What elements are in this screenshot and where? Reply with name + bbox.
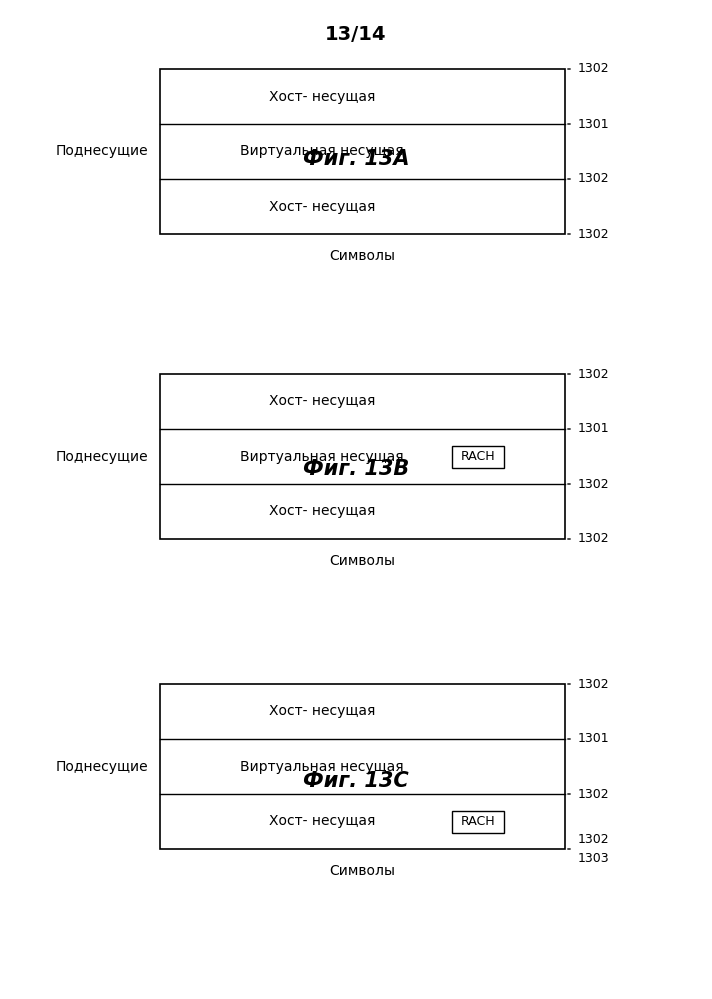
- Text: 1301: 1301: [578, 423, 609, 436]
- Text: Фиг. 13А: Фиг. 13А: [303, 149, 409, 169]
- Text: Символы: Символы: [330, 864, 395, 878]
- Text: 1301: 1301: [578, 732, 609, 745]
- Text: 1302: 1302: [578, 532, 609, 545]
- Text: 1302: 1302: [578, 787, 609, 800]
- Text: Символы: Символы: [330, 554, 395, 568]
- Text: Поднесущие: Поднесущие: [56, 759, 148, 773]
- Text: Поднесущие: Поднесущие: [56, 450, 148, 464]
- Text: Хост- несущая: Хост- несущая: [269, 504, 375, 518]
- Text: 1302: 1302: [578, 478, 609, 491]
- Bar: [451, 446, 503, 468]
- Bar: [451, 810, 503, 832]
- Text: Хост- несущая: Хост- несущая: [269, 200, 375, 214]
- Text: 1302: 1302: [578, 228, 609, 241]
- Text: Хост- несущая: Хост- несущая: [269, 395, 375, 409]
- Text: 13/14: 13/14: [325, 25, 387, 44]
- Text: Хост- несущая: Хост- несущая: [269, 90, 375, 104]
- Text: Хост- несущая: Хост- несущая: [269, 814, 375, 828]
- Text: Виртуальная несущая: Виртуальная несущая: [240, 450, 404, 464]
- Bar: [160, 69, 565, 234]
- Text: Фиг. 13С: Фиг. 13С: [303, 771, 409, 791]
- Text: Виртуальная несущая: Виртуальная несущая: [240, 759, 404, 773]
- Text: 1302: 1302: [578, 677, 609, 690]
- Text: 1302: 1302: [578, 63, 609, 76]
- Text: 1302: 1302: [578, 368, 609, 381]
- Text: 1302: 1302: [578, 833, 609, 846]
- Text: Фиг. 13В: Фиг. 13В: [303, 459, 409, 479]
- Text: Поднесущие: Поднесущие: [56, 145, 148, 159]
- Text: Символы: Символы: [330, 249, 395, 263]
- Text: RACH: RACH: [460, 450, 495, 463]
- Text: 1302: 1302: [578, 173, 609, 186]
- Bar: [160, 374, 565, 539]
- Bar: [160, 684, 565, 849]
- Text: 1303: 1303: [578, 852, 609, 865]
- Text: 1301: 1301: [578, 118, 609, 131]
- Text: Виртуальная несущая: Виртуальная несущая: [240, 145, 404, 159]
- Text: RACH: RACH: [460, 815, 495, 828]
- Text: Хост- несущая: Хост- несущая: [269, 704, 375, 718]
